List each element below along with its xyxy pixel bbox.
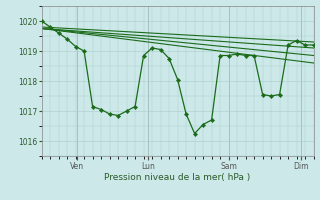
X-axis label: Pression niveau de la mer( hPa ): Pression niveau de la mer( hPa )	[104, 173, 251, 182]
